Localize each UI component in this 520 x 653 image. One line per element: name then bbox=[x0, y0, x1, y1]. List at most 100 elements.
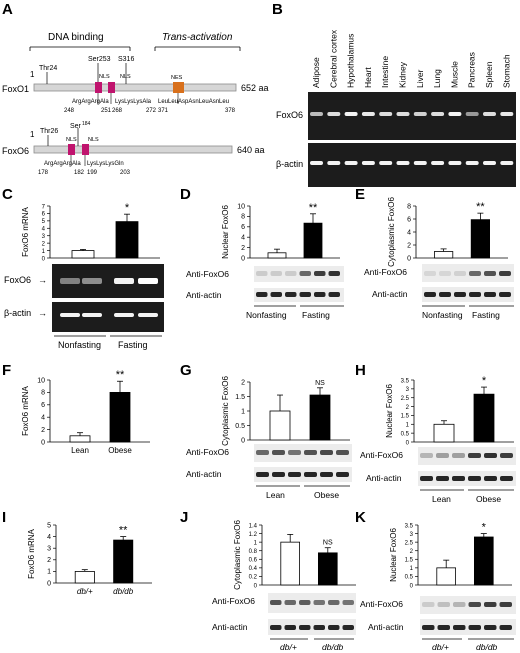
blot-band bbox=[484, 476, 497, 481]
j-group-label-2: db/db bbox=[322, 642, 344, 652]
g-y-tick-label: 0 bbox=[241, 437, 245, 444]
h-significance-label: * bbox=[482, 375, 487, 387]
e-bar-fasting bbox=[470, 219, 491, 259]
blot-band bbox=[420, 453, 433, 458]
row-label-foxo6: FoxO6 bbox=[276, 110, 303, 120]
blot-band bbox=[454, 271, 466, 276]
c-bar-nonfasting bbox=[71, 250, 95, 259]
tissue-label-adipose: Adipose bbox=[311, 57, 321, 88]
c-foxo6-band bbox=[60, 278, 80, 284]
foxo1-nls-1 bbox=[95, 82, 102, 93]
h-group-label-1: Lean bbox=[432, 494, 451, 504]
k-y-tick-label: 2 bbox=[410, 549, 414, 555]
foxo6-nls-1 bbox=[68, 144, 75, 155]
d-bar-nonfasting bbox=[267, 252, 287, 259]
blot-band bbox=[469, 292, 481, 297]
h-y-tick-label: 2.5 bbox=[401, 396, 410, 402]
d-group-label-1: Nonfasting bbox=[246, 310, 287, 320]
e-y-tick-label: 0 bbox=[407, 255, 411, 262]
foxo1-length: 652 aa bbox=[241, 83, 269, 93]
foxo1-protein-bar bbox=[33, 83, 237, 92]
d-group-label-2: Fasting bbox=[302, 310, 330, 320]
k-label-antiactin: Anti-actin bbox=[368, 622, 404, 632]
g-y-tick-label: 1.5 bbox=[235, 394, 245, 401]
blot-band bbox=[500, 476, 513, 481]
e-group-label-2: Fasting bbox=[472, 310, 500, 320]
blot-band bbox=[328, 625, 340, 630]
blot-band bbox=[484, 271, 496, 276]
blot-band bbox=[437, 625, 450, 630]
blot-band bbox=[484, 602, 497, 607]
f-category-label: Lean bbox=[71, 446, 89, 455]
i-y-tick-label: 4 bbox=[47, 534, 51, 541]
blot-band bbox=[304, 450, 317, 455]
k-label-antifoxo6: Anti-FoxO6 bbox=[360, 599, 403, 609]
h-y-tick-label: 3 bbox=[406, 387, 410, 393]
foxo1-motif-1: ArgArgArgAla bbox=[72, 99, 109, 105]
panel-letter-j: J bbox=[180, 509, 188, 526]
blot-band bbox=[272, 472, 285, 477]
blot-band bbox=[422, 625, 435, 630]
bactin-band bbox=[431, 161, 445, 165]
d-blot-actin bbox=[254, 288, 344, 302]
foxo1-start: 1 bbox=[30, 70, 35, 79]
blot-band bbox=[270, 600, 282, 605]
h-y-axis-label: Nuclear FoxO6 bbox=[385, 384, 394, 438]
e-label-antiactin: Anti-actin bbox=[372, 289, 408, 299]
foxo1-nls-label-2: NLS bbox=[120, 74, 131, 80]
k-blot-actin bbox=[420, 619, 516, 635]
j-y-tick-label: 0.2 bbox=[249, 575, 258, 581]
foxo6-nls-label-1: NLS bbox=[66, 137, 77, 143]
tissue-label-spleen: Spleen bbox=[484, 61, 494, 88]
blot-band bbox=[500, 453, 513, 458]
d-blot-bands bbox=[256, 271, 340, 297]
bactin-band bbox=[465, 161, 479, 165]
tissue-label-intestine: Intestine bbox=[380, 56, 390, 88]
blot-band bbox=[328, 600, 340, 605]
blot-band bbox=[452, 453, 465, 458]
c-foxo6-band bbox=[138, 278, 158, 284]
blot-band bbox=[272, 450, 285, 455]
k-y-tick-label: 2.5 bbox=[405, 540, 414, 546]
i-significance-label: ** bbox=[119, 525, 128, 537]
g-bar-lean bbox=[269, 410, 291, 441]
h-y-tick-label: 0 bbox=[406, 440, 410, 446]
foxo6-ser-label: Ser bbox=[70, 123, 82, 130]
c-y-tick-label: 0 bbox=[42, 256, 46, 262]
c-y-tick-label: 6 bbox=[42, 212, 46, 218]
c-foxo6-band bbox=[82, 278, 102, 284]
blot-band bbox=[284, 600, 296, 605]
k-group-label-1: db/+ bbox=[432, 642, 449, 652]
gel-foxo6 bbox=[308, 92, 516, 140]
bactin-band bbox=[448, 161, 462, 165]
i-y-tick-label: 0 bbox=[47, 580, 51, 587]
blot-band bbox=[270, 625, 282, 630]
e-y-tick-label: 8 bbox=[407, 203, 411, 210]
e-bar-nonfasting bbox=[433, 251, 454, 259]
foxo6-pos-203: 203 bbox=[120, 170, 131, 176]
blot-band bbox=[342, 625, 354, 630]
k-bar-db-db bbox=[473, 536, 494, 586]
blot-band bbox=[453, 625, 466, 630]
c-significance-label: * bbox=[125, 202, 130, 214]
chart-f: 0 2 4 6 8 10 FoxO6 mRNA ** Lean Obese bbox=[21, 369, 150, 455]
blot-band bbox=[499, 602, 512, 607]
panel-h-blots: Anti-FoxO6 Anti-actin Lean Obese bbox=[360, 447, 516, 504]
blot-band bbox=[328, 271, 340, 276]
foxo6-band bbox=[431, 112, 445, 116]
d-label-antifoxo6: Anti-FoxO6 bbox=[186, 269, 229, 279]
foxo6-label: FoxO6 bbox=[2, 146, 29, 156]
panel-letter-h: H bbox=[355, 362, 366, 379]
foxo6-band bbox=[500, 112, 514, 116]
foxo6-band bbox=[396, 112, 410, 116]
blot-band bbox=[422, 602, 435, 607]
bactin-band bbox=[327, 161, 341, 165]
foxo6-start: 1 bbox=[30, 130, 35, 139]
bactin-band bbox=[413, 161, 427, 165]
e-y-axis-label: Cytoplasmic FoxO6 bbox=[387, 197, 396, 267]
foxo6-pos-182: 182 bbox=[74, 170, 85, 176]
g-group-label-1: Lean bbox=[266, 490, 285, 500]
j-blot-bands bbox=[270, 600, 354, 630]
g-group-label-2: Obese bbox=[314, 490, 339, 500]
